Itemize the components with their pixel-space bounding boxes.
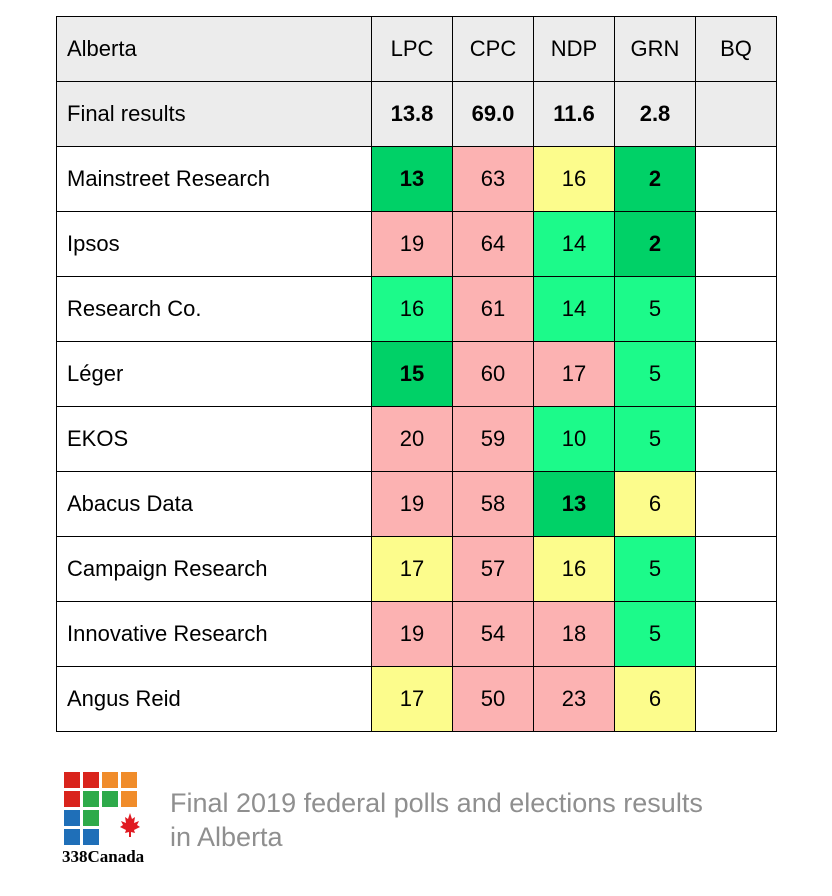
poll-value-ndp: 23 (533, 666, 615, 732)
poll-value-bq (695, 211, 777, 277)
final-value-grn: 2.8 (614, 81, 696, 147)
poll-value-cpc: 61 (452, 276, 534, 342)
poll-value-ndp: 16 (533, 146, 615, 212)
poll-value-cpc: 59 (452, 406, 534, 472)
poll-value-ndp: 18 (533, 601, 615, 667)
party-header-lpc: LPC (371, 16, 453, 82)
pollster-name: Abacus Data (56, 471, 372, 537)
poll-value-bq (695, 341, 777, 407)
table-row: Angus Reid 17 50 23 6 (56, 666, 777, 732)
final-value-bq (695, 81, 777, 147)
maple-leaf-icon (120, 813, 140, 837)
poll-value-grn: 5 (614, 276, 696, 342)
logo-grid-icon (64, 772, 140, 845)
final-results-row: Final results 13.8 69.0 11.6 2.8 (56, 81, 777, 147)
poll-value-lpc: 19 (371, 471, 453, 537)
region-header: Alberta (56, 16, 372, 82)
poll-value-bq (695, 601, 777, 667)
poll-value-ndp: 17 (533, 341, 615, 407)
party-header-grn: GRN (614, 16, 696, 82)
poll-value-ndp: 10 (533, 406, 615, 472)
caption-line-1: Final 2019 federal polls and elections r… (170, 788, 703, 818)
table-row: Léger 15 60 17 5 (56, 341, 777, 407)
table-row: Campaign Research 17 57 16 5 (56, 536, 777, 602)
poll-value-bq (695, 406, 777, 472)
pollster-name: EKOS (56, 406, 372, 472)
poll-value-bq (695, 276, 777, 342)
poll-value-lpc: 15 (371, 341, 453, 407)
final-value-lpc: 13.8 (371, 81, 453, 147)
party-header-ndp: NDP (533, 16, 615, 82)
caption-line-2: in Alberta (170, 822, 283, 852)
poll-value-ndp: 16 (533, 536, 615, 602)
poll-value-lpc: 19 (371, 211, 453, 277)
poll-value-cpc: 57 (452, 536, 534, 602)
pollster-name: Mainstreet Research (56, 146, 372, 212)
poll-value-lpc: 17 (371, 666, 453, 732)
poll-value-lpc: 16 (371, 276, 453, 342)
poll-value-ndp: 13 (533, 471, 615, 537)
poll-value-grn: 6 (614, 666, 696, 732)
poll-value-cpc: 58 (452, 471, 534, 537)
table-row: Innovative Research 19 54 18 5 (56, 601, 777, 667)
poll-value-bq (695, 471, 777, 537)
poll-value-lpc: 19 (371, 601, 453, 667)
poll-value-grn: 5 (614, 536, 696, 602)
pollster-name: Ipsos (56, 211, 372, 277)
poll-value-grn: 5 (614, 601, 696, 667)
party-header-bq: BQ (695, 16, 777, 82)
poll-value-bq (695, 536, 777, 602)
final-value-cpc: 69.0 (452, 81, 534, 147)
poll-value-bq (695, 666, 777, 732)
pollster-name: Innovative Research (56, 601, 372, 667)
poll-value-cpc: 54 (452, 601, 534, 667)
pollster-name: Angus Reid (56, 666, 372, 732)
pollster-name: Léger (56, 341, 372, 407)
poll-value-cpc: 64 (452, 211, 534, 277)
table-row: Ipsos 19 64 14 2 (56, 211, 777, 277)
poll-value-grn: 5 (614, 341, 696, 407)
final-value-ndp: 11.6 (533, 81, 615, 147)
polls-table: Alberta LPC CPC NDP GRN BQ Final results… (56, 16, 777, 732)
poll-value-grn: 5 (614, 406, 696, 472)
table-row: EKOS 20 59 10 5 (56, 406, 777, 472)
logo-text: 338Canada (62, 847, 145, 866)
poll-value-lpc: 17 (371, 536, 453, 602)
poll-value-grn: 2 (614, 211, 696, 277)
poll-value-ndp: 14 (533, 211, 615, 277)
poll-value-grn: 6 (614, 471, 696, 537)
final-results-label: Final results (56, 81, 372, 147)
pollster-name: Campaign Research (56, 536, 372, 602)
header-row: Alberta LPC CPC NDP GRN BQ (56, 16, 777, 82)
poll-value-cpc: 63 (452, 146, 534, 212)
table-row: Mainstreet Research 13 63 16 2 (56, 146, 777, 212)
poll-value-cpc: 60 (452, 341, 534, 407)
party-header-cpc: CPC (452, 16, 534, 82)
poll-value-ndp: 14 (533, 276, 615, 342)
338canada-logo: 338Canada (62, 772, 152, 868)
poll-value-lpc: 13 (371, 146, 453, 212)
table-row: Research Co. 16 61 14 5 (56, 276, 777, 342)
table-row: Abacus Data 19 58 13 6 (56, 471, 777, 537)
poll-value-grn: 2 (614, 146, 696, 212)
poll-value-lpc: 20 (371, 406, 453, 472)
poll-value-bq (695, 146, 777, 212)
poll-value-cpc: 50 (452, 666, 534, 732)
pollster-name: Research Co. (56, 276, 372, 342)
caption: Final 2019 federal polls and elections r… (170, 786, 790, 854)
